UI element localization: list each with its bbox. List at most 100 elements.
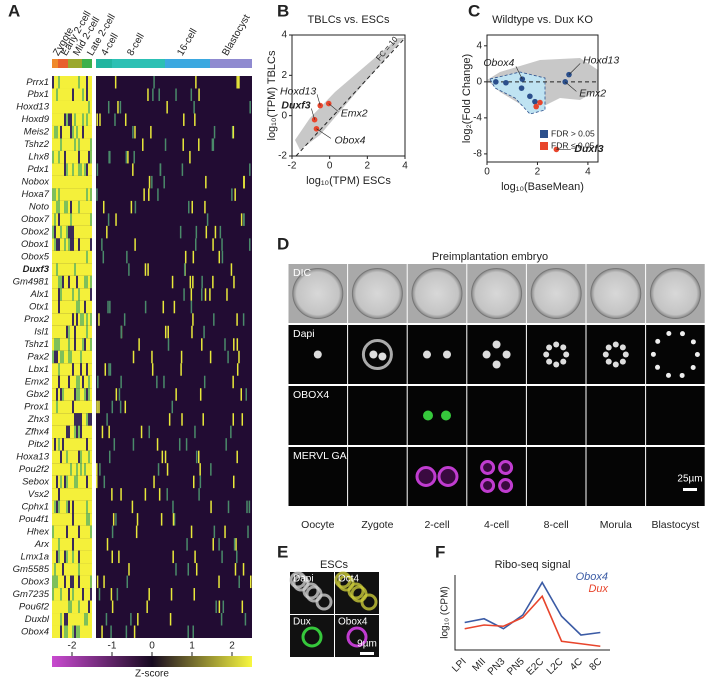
image-panel bbox=[288, 386, 348, 445]
heatmap-cell bbox=[68, 325, 70, 339]
heatmap-cell bbox=[56, 125, 58, 139]
heatmap-streak bbox=[111, 550, 113, 564]
stage-bar bbox=[58, 59, 68, 68]
heatmap-streak bbox=[138, 338, 140, 351]
heatmap-cell bbox=[88, 475, 90, 489]
heatmap-streak bbox=[192, 475, 195, 489]
heatmap-cell bbox=[76, 163, 78, 176]
heatmap-cell bbox=[52, 413, 54, 426]
channel-label: Dapi bbox=[293, 574, 314, 585]
heatmap-cell bbox=[80, 138, 82, 151]
heatmap-streak bbox=[238, 575, 240, 589]
heatmap-cell bbox=[80, 100, 82, 114]
heatmap-cell bbox=[76, 188, 78, 201]
heatmap-cell bbox=[70, 450, 72, 464]
heatmap-cell bbox=[52, 288, 54, 301]
heatmap-cell bbox=[78, 450, 80, 464]
heatmap-cell bbox=[72, 588, 74, 601]
gene-label: Obox1 bbox=[21, 239, 49, 250]
heatmap-cell bbox=[60, 188, 62, 201]
heatmap-cell bbox=[60, 325, 62, 339]
heatmap-cell bbox=[84, 338, 86, 351]
heatmap-cell bbox=[64, 225, 66, 239]
heatmap-cell bbox=[54, 76, 56, 89]
heatmap-streak bbox=[111, 525, 114, 539]
heatmap-streak bbox=[230, 425, 232, 439]
heatmap-cell bbox=[60, 500, 62, 514]
heatmap-cell bbox=[60, 338, 62, 351]
heatmap-cell bbox=[70, 325, 72, 339]
label-leader bbox=[328, 103, 339, 112]
heatmap-streak bbox=[160, 513, 163, 526]
y-tick-label: 2 bbox=[281, 70, 287, 81]
heatmap-cell bbox=[64, 200, 66, 214]
heatmap-cell bbox=[88, 313, 90, 326]
heatmap-cell bbox=[82, 625, 84, 638]
heatmap-cell bbox=[82, 225, 84, 239]
heatmap-streak bbox=[153, 475, 155, 489]
heatmap-cell bbox=[54, 625, 56, 638]
heatmap-cell bbox=[52, 238, 54, 251]
heatmap-cell bbox=[88, 488, 90, 501]
panel-label: F bbox=[435, 542, 445, 561]
heatmap-streak bbox=[244, 613, 247, 626]
heatmap-cell bbox=[74, 200, 76, 214]
heatmap-cell bbox=[62, 463, 64, 476]
heatmap-cell bbox=[72, 463, 74, 476]
heatmap-cell bbox=[60, 263, 62, 276]
heatmap-cell bbox=[76, 363, 78, 376]
heatmap-cell bbox=[76, 588, 78, 601]
heatmap-cell bbox=[82, 88, 84, 101]
heatmap-cell bbox=[80, 450, 82, 464]
heatmap-cell bbox=[66, 363, 68, 376]
heatmap-cell bbox=[54, 275, 56, 289]
heatmap-cell bbox=[78, 350, 80, 364]
heatmap-cell bbox=[74, 375, 76, 389]
y-tick-label: 0 bbox=[281, 110, 287, 121]
heatmap-cell bbox=[68, 163, 70, 176]
heatmap-streak bbox=[120, 375, 122, 389]
heatmap-cell bbox=[62, 475, 64, 489]
plot-frame bbox=[486, 34, 599, 163]
heatmap-cell bbox=[90, 400, 92, 414]
heatmap-streak bbox=[167, 338, 170, 351]
heatmap-cell bbox=[76, 513, 78, 526]
heatmap-streak bbox=[108, 363, 110, 376]
heatmap-cell bbox=[78, 150, 80, 164]
heatmap-cell bbox=[88, 450, 90, 464]
heatmap-cell bbox=[70, 113, 72, 126]
scale-bar-label: 25µm bbox=[677, 474, 702, 485]
scale-bar bbox=[683, 488, 697, 491]
gene-label: Pbx1 bbox=[27, 89, 49, 100]
heatmap-streak bbox=[192, 313, 194, 326]
heatmap-cell bbox=[52, 338, 54, 351]
heatmap-cell bbox=[90, 613, 92, 626]
cell bbox=[346, 626, 368, 648]
heatmap-cell bbox=[68, 76, 70, 89]
heatmap-streak bbox=[193, 588, 196, 601]
heatmap-cell bbox=[68, 213, 70, 226]
heatmap-cell bbox=[66, 550, 68, 564]
heatmap-cell bbox=[80, 88, 82, 101]
heatmap-cell bbox=[62, 213, 64, 226]
heatmap-cell bbox=[72, 600, 74, 614]
heatmap-cell bbox=[86, 275, 88, 289]
heatmap-cell bbox=[82, 113, 84, 126]
point-label: Obox4 bbox=[334, 135, 365, 147]
heatmap-cell bbox=[90, 600, 92, 614]
gene-label: Emx2 bbox=[25, 376, 50, 387]
heatmap-cell bbox=[86, 225, 88, 239]
heatmap-streak bbox=[140, 425, 143, 439]
heatmap-cell bbox=[88, 425, 90, 439]
heatmap-cell bbox=[58, 625, 60, 638]
heatmap-cell bbox=[62, 425, 64, 439]
heatmap-cell bbox=[62, 400, 64, 414]
heatmap-cell bbox=[72, 550, 74, 564]
heatmap-cell bbox=[58, 563, 60, 576]
heatmap-streak bbox=[246, 500, 248, 514]
cell bbox=[315, 593, 333, 611]
heatmap-cell bbox=[72, 400, 74, 414]
heatmap-cell bbox=[68, 463, 70, 476]
gene-label: Lmx1a bbox=[20, 551, 49, 562]
image-panel bbox=[290, 615, 334, 657]
